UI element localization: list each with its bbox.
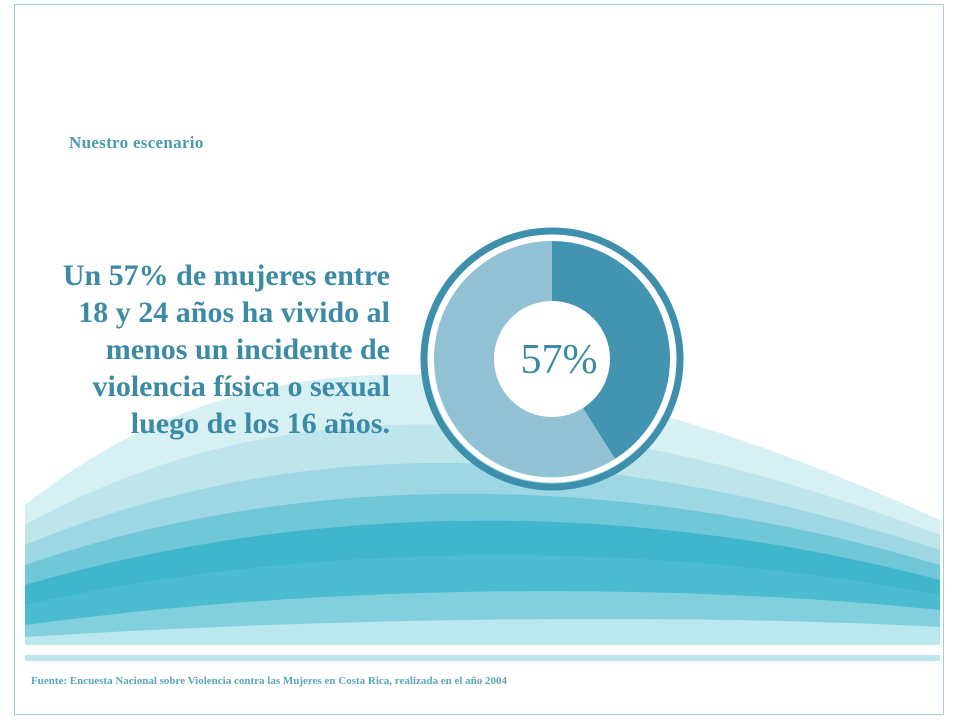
donut-hole	[494, 301, 610, 417]
donut-inner-white-ring	[428, 235, 676, 483]
statistic-statement: Un 57% de mujeres entre 18 y 24 años ha …	[62, 259, 390, 440]
donut-outer-ring	[420, 227, 684, 491]
donut-center-label: 57%	[521, 337, 598, 383]
background-waves	[25, 374, 940, 661]
donut-chart: 57%	[420, 227, 684, 491]
source-note: Fuente: Encuesta Nacional sobre Violenci…	[31, 675, 508, 687]
section-label: Nuestro escenario	[69, 133, 204, 152]
slide-frame: Nuestro escenario Un 57% de mujeres entr…	[14, 4, 944, 715]
